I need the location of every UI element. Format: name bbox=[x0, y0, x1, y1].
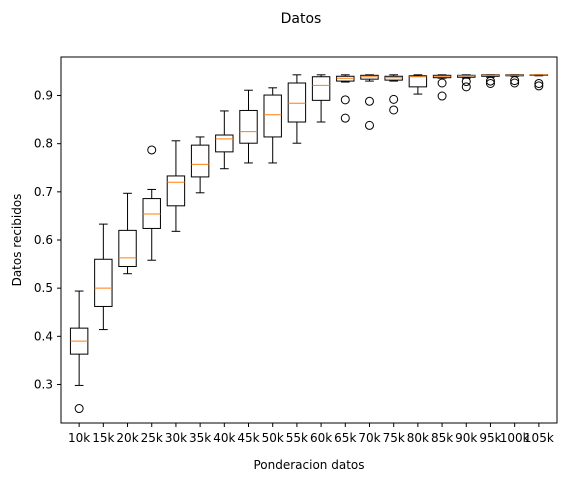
plot-area bbox=[69, 74, 549, 414]
box-group-45k bbox=[239, 89, 258, 164]
box-group-55k bbox=[287, 74, 307, 144]
box bbox=[215, 134, 234, 153]
outlier-point bbox=[437, 91, 447, 101]
x-tick-label: 100k bbox=[500, 431, 530, 445]
box-group-105k bbox=[529, 74, 549, 91]
y-tick-label: 0.7 bbox=[34, 185, 53, 199]
box bbox=[311, 76, 331, 101]
x-axis-title: Ponderacion datos bbox=[253, 458, 364, 472]
box bbox=[408, 75, 428, 88]
outlier-point bbox=[389, 105, 399, 115]
y-tick-label: 0.3 bbox=[34, 377, 53, 391]
box-group-50k bbox=[263, 87, 282, 164]
outlier-point bbox=[340, 95, 350, 105]
outlier-point bbox=[461, 77, 471, 87]
x-tick-label: 80k bbox=[407, 431, 429, 445]
box bbox=[190, 144, 210, 178]
outlier-point bbox=[437, 78, 447, 88]
box-group-90k bbox=[457, 74, 476, 92]
x-axis: 10k 15k 20k 25k 30k 35k 40k 45k 50k 55k 60k 65k 70k 7… bbox=[68, 423, 554, 445]
x-tick-label: 75k bbox=[383, 431, 405, 445]
box bbox=[287, 82, 307, 123]
outlier-point bbox=[364, 96, 374, 106]
box-group-15k bbox=[94, 223, 113, 331]
outlier-point bbox=[534, 81, 544, 91]
box-group-40k bbox=[215, 110, 234, 170]
box-group-60k bbox=[311, 74, 331, 123]
box-group-30k bbox=[166, 140, 186, 232]
x-tick-label: 65k bbox=[334, 431, 356, 445]
x-tick-label: 40k bbox=[213, 431, 235, 445]
outlier-point bbox=[510, 78, 520, 88]
box-group-25k bbox=[142, 145, 161, 261]
x-tick-label: 10k bbox=[68, 431, 90, 445]
x-tick-label: 35k bbox=[189, 431, 211, 445]
x-tick-label: 50k bbox=[262, 431, 284, 445]
x-tick-label: 90k bbox=[455, 431, 477, 445]
box-group-85k bbox=[432, 74, 452, 101]
outlier-point bbox=[461, 82, 471, 92]
box-group-95k bbox=[481, 74, 500, 88]
box-group-70k bbox=[360, 74, 379, 130]
outlier-point bbox=[364, 120, 374, 130]
y-tick-label: 0.9 bbox=[34, 89, 53, 103]
outlier-point bbox=[510, 76, 520, 86]
outlier-point bbox=[74, 404, 84, 414]
box-group-75k bbox=[384, 74, 403, 115]
y-axis-title: Datos recibidos bbox=[10, 194, 24, 287]
x-tick-label: 25k bbox=[141, 431, 163, 445]
x-tick-label: 70k bbox=[358, 431, 380, 445]
box bbox=[94, 258, 113, 307]
y-tick-label: 0.5 bbox=[34, 281, 53, 295]
box bbox=[239, 109, 258, 144]
x-tick-label: 55k bbox=[286, 431, 308, 445]
x-tick-label: 105k bbox=[524, 431, 554, 445]
y-axis: 0.3 0.4 0.5 0.6 0.7 0.8 0.9 bbox=[34, 89, 61, 391]
x-tick-label: 30k bbox=[165, 431, 187, 445]
box bbox=[118, 229, 137, 267]
x-tick-label: 15k bbox=[92, 431, 114, 445]
box-group-100k bbox=[505, 74, 524, 88]
x-tick-label: 95k bbox=[479, 431, 501, 445]
box-group-80k bbox=[408, 74, 428, 95]
outlier-point bbox=[485, 78, 495, 88]
plot-frame bbox=[60, 56, 558, 424]
y-tick-label: 0.6 bbox=[34, 233, 53, 247]
box-group-65k bbox=[336, 74, 355, 123]
box bbox=[263, 94, 282, 138]
y-tick-label: 0.4 bbox=[34, 329, 53, 343]
box-group-10k bbox=[69, 290, 89, 414]
outlier-point bbox=[147, 145, 157, 155]
box-group-35k bbox=[190, 136, 210, 194]
outlier-point bbox=[340, 113, 350, 123]
x-tick-label: 60k bbox=[310, 431, 332, 445]
x-tick-label: 45k bbox=[237, 431, 259, 445]
outlier-point bbox=[389, 94, 399, 104]
outlier-point bbox=[485, 76, 495, 86]
chart-title: Datos bbox=[281, 11, 322, 27]
box-group-20k bbox=[118, 192, 137, 275]
x-tick-label: 85k bbox=[431, 431, 453, 445]
y-tick-label: 0.8 bbox=[34, 137, 53, 151]
x-tick-label: 20k bbox=[116, 431, 138, 445]
outlier-point bbox=[534, 78, 544, 88]
box bbox=[166, 175, 186, 207]
